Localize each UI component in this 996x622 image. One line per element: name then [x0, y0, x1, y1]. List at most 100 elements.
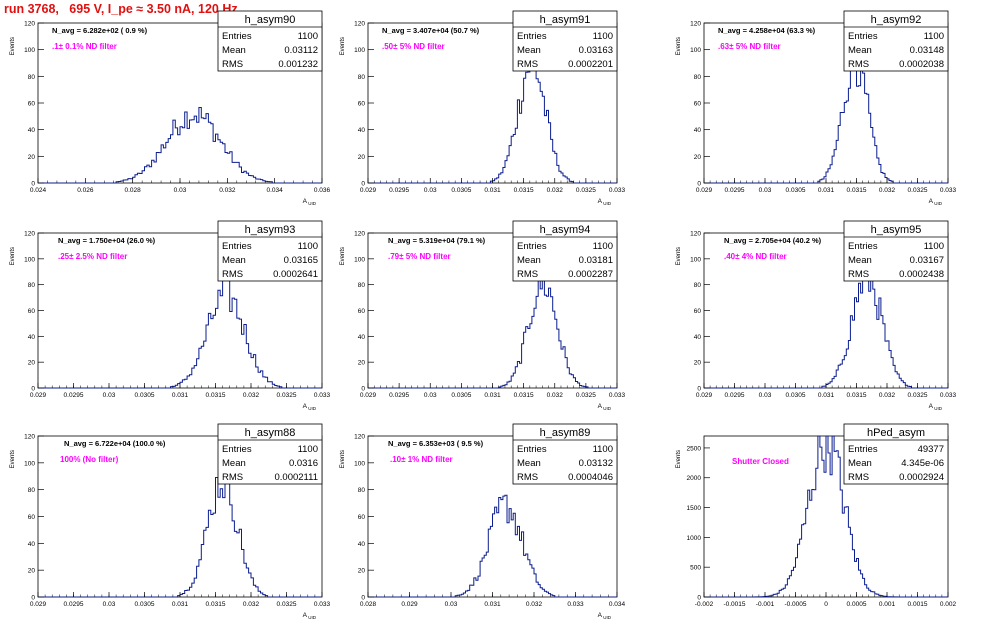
- x-tick-label: 0.0315: [206, 601, 226, 608]
- stats-value: 1100: [593, 241, 613, 252]
- histogram-name: h_asym89: [540, 427, 591, 439]
- y-tick-label: 0: [697, 595, 701, 602]
- stats-value: 0.0002438: [899, 269, 944, 280]
- histogram-line: [368, 494, 617, 598]
- x-tick-label: 0.0295: [725, 392, 745, 399]
- histogram-panel-h_asym92: 0.029 0.0295 0.03 0.0305 0.031 0.0315 0.032 0.0…: [676, 10, 957, 206]
- y-axis-label: Events: [676, 37, 682, 55]
- x-tick-label: 0.033: [567, 601, 584, 608]
- x-tick-label: 0.001: [879, 601, 896, 608]
- x-tick-label: 0.0305: [135, 601, 155, 608]
- x-axis-label: A UID: [598, 198, 612, 206]
- y-tick-label: 60: [694, 308, 702, 315]
- filter-label: 100% (No filter): [60, 455, 119, 464]
- y-tick-label: 100: [354, 47, 365, 54]
- histogram-name: h_asym94: [540, 224, 591, 236]
- x-tick-label: 0.029: [696, 187, 713, 194]
- x-tick-label: 0.0305: [451, 187, 471, 194]
- y-tick-label: 60: [28, 514, 36, 521]
- x-tick-label: 0.03: [174, 187, 187, 194]
- y-axis-label: Events: [676, 247, 682, 265]
- navg-label: N_avg = 6.282e+02 ( 0.9 %): [52, 26, 148, 35]
- y-axis-label: Events: [340, 37, 346, 55]
- stats-value: 1100: [593, 31, 613, 42]
- x-tick-label: 0.0305: [786, 187, 806, 194]
- stats-value: 1100: [298, 31, 318, 42]
- histogram-name: h_asym93: [245, 224, 296, 236]
- histogram-panel-h_asym95: 0.029 0.0295 0.03 0.0305 0.031 0.0315 0.032 0.0…: [676, 220, 957, 411]
- y-tick-label: 120: [354, 231, 365, 238]
- y-tick-label: 120: [24, 434, 35, 441]
- stats-box: [217, 10, 323, 72]
- x-tick-label: 0.0315: [514, 392, 534, 399]
- stats-box: [512, 220, 618, 282]
- x-tick-label: 0.029: [360, 187, 377, 194]
- y-tick-label: 100: [24, 47, 35, 54]
- stats-key: RMS: [222, 59, 243, 70]
- navg-label: N_avg = 5.319e+04 (79.1 %): [388, 236, 486, 245]
- stats-box: [217, 220, 323, 282]
- x-tick-label: 0.03: [759, 392, 772, 399]
- filter-label: .10± 1% ND filter: [390, 455, 453, 464]
- filter-label: .1± 0.1% ND filter: [52, 42, 117, 51]
- x-tick-label: 0.029: [696, 392, 713, 399]
- y-tick-label: 2500: [687, 445, 702, 452]
- stats-key: Mean: [848, 458, 872, 469]
- y-tick-label: 40: [358, 334, 366, 341]
- histogram-name: h_asym91: [540, 14, 591, 26]
- x-tick-label: 0.032: [526, 601, 543, 608]
- x-tick-label: 0.0305: [135, 392, 155, 399]
- x-tick-label: -0.002: [695, 601, 714, 608]
- stats-value: 1100: [924, 241, 944, 252]
- y-tick-label: 80: [28, 74, 36, 81]
- x-tick-label: -0.0005: [784, 601, 806, 608]
- stats-key: Entries: [517, 31, 547, 42]
- y-tick-label: 20: [694, 154, 702, 161]
- y-tick-label: 80: [358, 282, 366, 289]
- histogram-line: [38, 468, 322, 598]
- x-tick-label: 0.03: [424, 392, 437, 399]
- y-tick-label: 80: [358, 487, 366, 494]
- x-tick-label: 0.031: [818, 392, 835, 399]
- y-tick-label: 120: [354, 21, 365, 28]
- y-tick-label: 40: [28, 127, 36, 134]
- x-tick-label: 0.033: [609, 392, 626, 399]
- y-tick-label: 0: [697, 181, 701, 188]
- x-tick-label: 0.0325: [277, 601, 297, 608]
- x-tick-label: 0.0315: [514, 187, 534, 194]
- stats-value: 0.0002924: [899, 472, 944, 483]
- stats-value: 49377: [918, 444, 944, 455]
- stats-key: Entries: [222, 241, 252, 252]
- stats-key: Mean: [222, 255, 246, 266]
- x-tick-label: 0.0315: [847, 187, 867, 194]
- y-tick-label: 20: [28, 154, 36, 161]
- stats-key: Mean: [517, 255, 541, 266]
- stats-value: 0.0002641: [273, 269, 318, 280]
- stats-key: RMS: [222, 472, 243, 483]
- y-tick-label: 40: [358, 541, 366, 548]
- x-tick-label: -0.001: [756, 601, 775, 608]
- x-tick-label: 0.031: [484, 392, 501, 399]
- x-tick-label: 0.033: [940, 187, 957, 194]
- y-tick-label: 0: [361, 386, 365, 393]
- x-tick-label: 0: [824, 601, 828, 608]
- histogram-line: [368, 268, 617, 389]
- stats-value: 0.0316: [289, 458, 318, 469]
- y-tick-label: 100: [24, 256, 35, 263]
- histogram-line: [704, 49, 948, 184]
- x-tick-label: 0.033: [314, 601, 331, 608]
- x-tick-label: 0.032: [243, 601, 260, 608]
- y-tick-label: 80: [694, 282, 702, 289]
- x-tick-label: 0.03: [759, 187, 772, 194]
- stats-key: Entries: [222, 444, 252, 455]
- x-tick-label: 0.026: [77, 187, 94, 194]
- x-tick-label: 0.028: [360, 601, 377, 608]
- y-tick-label: 100: [354, 256, 365, 263]
- stats-key: Mean: [848, 255, 872, 266]
- y-tick-label: 20: [28, 360, 36, 367]
- stats-key: RMS: [848, 59, 869, 70]
- y-tick-label: 60: [28, 101, 36, 108]
- x-tick-label: 0.0015: [908, 601, 928, 608]
- histogram-line: [704, 435, 948, 598]
- y-tick-label: 60: [358, 514, 366, 521]
